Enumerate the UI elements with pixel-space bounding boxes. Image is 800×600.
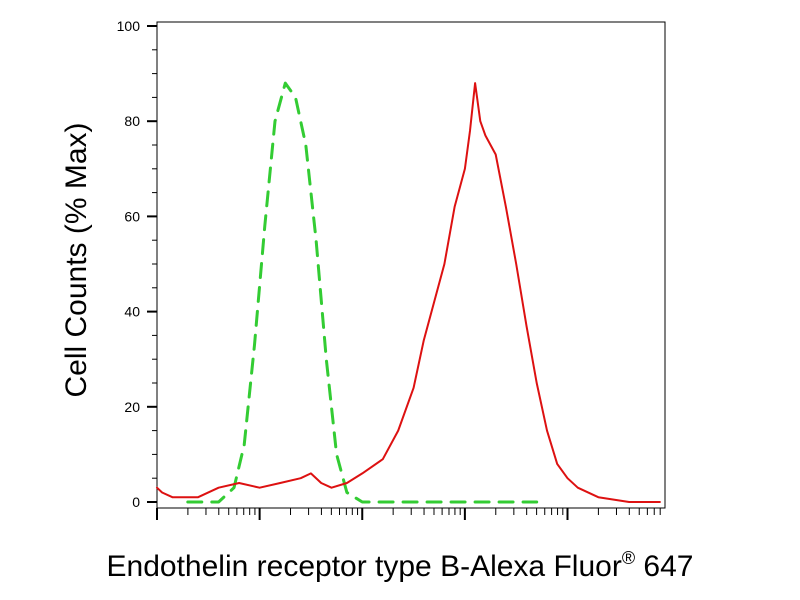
series-layer: [156, 81, 661, 504]
x-axis-title-registered-mark: ®: [621, 548, 636, 568]
x-axis-title-text: Endothelin receptor type B-Alexa Fluor: [106, 550, 622, 583]
y-axis-title: Cell Counts (% Max): [60, 122, 93, 397]
series-line-solid: [156, 82, 661, 503]
y-tick-label: 0: [132, 494, 140, 510]
axis-ticks: 0 20 40 60 80 100: [117, 18, 661, 520]
y-tick-label: 40: [124, 304, 140, 320]
x-axis-title-suffix: 647: [635, 550, 694, 583]
plot-frame: [156, 21, 666, 509]
y-tick-label: 100: [117, 18, 141, 34]
y-tick-label: 80: [124, 113, 140, 129]
series-line-dashed: [186, 81, 539, 504]
axes: [156, 21, 666, 509]
x-axis-title: Endothelin receptor type B-Alexa Fluor® …: [0, 548, 800, 584]
y-tick-label: 20: [124, 399, 140, 415]
y-tick-label: 60: [124, 208, 140, 224]
